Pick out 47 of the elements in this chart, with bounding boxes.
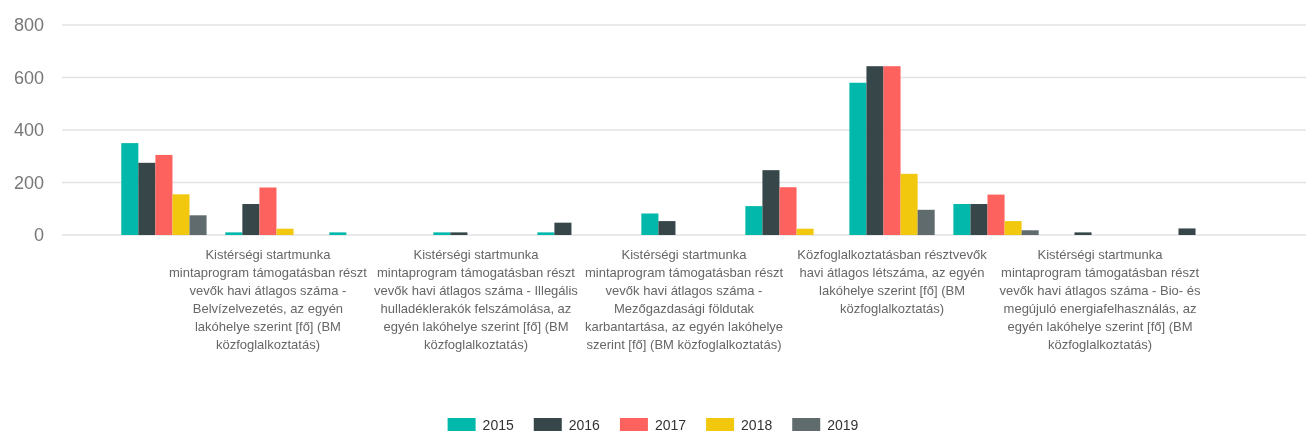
- y-tick-label: 0: [33, 225, 44, 246]
- bar: [554, 222, 572, 235]
- legend-label: 2017: [654, 417, 687, 433]
- x-tick-label: Kistérségi startmunka mintaprogram támogatásban részt vevők havi átlagos száma - Belvízelvezetés, az egyén lakóhelye szerint [fő] (BM közfoglalkoztatás): [168, 247, 368, 352]
- bar: [1004, 221, 1022, 235]
- legend-label: 2018: [741, 417, 773, 433]
- legend-label: 2019: [827, 417, 859, 433]
- bar: [641, 213, 659, 235]
- bar: [189, 215, 207, 235]
- bar: [1021, 230, 1039, 235]
- bar: [900, 173, 918, 235]
- x-tick-label: Kistérségi startmunka mintaprogram támogatásban részt vevők havi átlagos száma - Mezőgazdasági földutak karbantartása, az egyén lakóhelye szerint [fő] (BM közfoglalkoztatás): [584, 247, 784, 352]
- legend-label: 2015: [482, 417, 514, 433]
- bar: [329, 232, 347, 235]
- legend-label: 2016: [568, 417, 601, 433]
- bar: [259, 187, 277, 235]
- bar: [138, 162, 156, 235]
- bar: [658, 221, 676, 235]
- bar: [745, 206, 763, 235]
- bar: [866, 66, 884, 235]
- bar: [762, 170, 780, 235]
- y-tick-label: 200: [13, 172, 44, 193]
- bar: [537, 232, 555, 235]
- bar: [1074, 232, 1092, 235]
- bar: [242, 204, 260, 235]
- x-tick-label: Kistérségi startmunka mintaprogram támogatásban részt vevők havi átlagos száma - Illegális hulladéklerakók felszámolása, az egyén lakóhelye szerint [fő] (BM közfoglalkoztatás): [374, 247, 579, 352]
- bar: [883, 66, 901, 235]
- bar: [121, 143, 139, 235]
- bar: [849, 82, 867, 235]
- bar: [796, 228, 814, 235]
- x-tick-label: Közfoglalkoztatásban résztvevők havi átlagos létszáma, az egyén lakóhelye szerint [fő] (BM közfoglalkoztatás): [797, 247, 988, 316]
- x-tick-label: Kistérségi startmunka mintaprogram támogatásban részt vevők havi átlagos száma - Bio- és megújuló energiafelhasználás, az egyén lakóhelye szerint [fő] (BM közfoglalkoztatás): [999, 247, 1201, 352]
- bar: [225, 232, 243, 235]
- y-tick-label: 400: [13, 120, 44, 141]
- bar: [450, 232, 468, 235]
- bar: [917, 209, 935, 235]
- bar: [155, 154, 173, 235]
- bar: [172, 194, 190, 235]
- y-tick-label: 800: [13, 15, 44, 36]
- bar: [987, 194, 1005, 235]
- y-tick-label: 600: [13, 67, 44, 88]
- bar: [953, 204, 971, 235]
- bar: [1178, 228, 1196, 235]
- bar: [779, 187, 797, 235]
- bar: [276, 228, 294, 235]
- bar: [970, 204, 988, 235]
- bar: [433, 232, 451, 235]
